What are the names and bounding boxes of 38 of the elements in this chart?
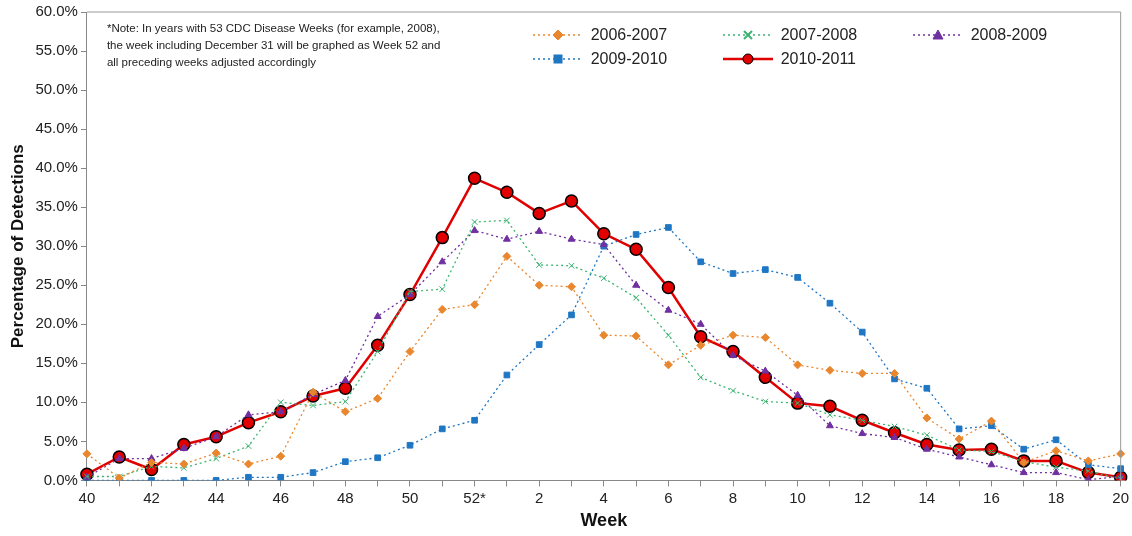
x-axis-title: Week xyxy=(580,510,629,531)
y-tick-label: 45.0% xyxy=(35,119,78,137)
x-tick-label: 4 xyxy=(599,488,608,506)
y-tick-label: 30.0% xyxy=(35,236,78,254)
x-tick-label: 44 xyxy=(207,488,225,506)
x-tick-label: 12 xyxy=(853,488,871,506)
y-tick-label: 50.0% xyxy=(35,80,78,98)
x-tick-label: 10 xyxy=(789,488,806,506)
x-tick-label: 48 xyxy=(337,488,354,506)
y-tick-label: 5.0% xyxy=(43,431,78,449)
x-tick-label: 16 xyxy=(983,488,1000,506)
y-tick-label: 55.0% xyxy=(35,41,78,59)
x-tick-label: 8 xyxy=(728,488,738,506)
x-tick-label: 42 xyxy=(143,488,160,506)
legend-label: 2010-2011 xyxy=(780,50,856,68)
x-tick-label: 14 xyxy=(918,488,936,506)
legend-label: 2006-2007 xyxy=(590,26,668,44)
y-tick-label: 60.0% xyxy=(35,2,78,20)
x-tick-label: 50 xyxy=(401,488,419,506)
x-tick-label: 46 xyxy=(272,488,290,506)
y-tick-label: 35.0% xyxy=(35,197,78,215)
x-tick-label: 40 xyxy=(78,488,96,506)
y-tick-label: 15.0% xyxy=(35,353,78,371)
x-tick-label: 6 xyxy=(664,488,673,506)
y-axis-title: Percentage of Detections xyxy=(7,144,27,349)
y-tick-label: 40.0% xyxy=(35,158,78,176)
legend-label: 2007-2008 xyxy=(780,26,858,44)
annotation: *Note: In years with 53 CDC Disease Weeks (for example, 2008), the week including December 31 will be graphed as Week 52 and all preceding weeks adjusted accordingly xyxy=(106,21,442,70)
x-tick-label: 52* xyxy=(463,488,486,506)
x-tick-label: 20 xyxy=(1112,488,1129,506)
x-tick-label: 2 xyxy=(535,488,544,506)
y-tick-label: 20.0% xyxy=(35,314,78,332)
legend-label: 2008-2009 xyxy=(970,26,1048,44)
x-tick-label: 18 xyxy=(1047,488,1065,506)
legend-label: 2009-2010 xyxy=(590,50,668,68)
y-tick-label: 10.0% xyxy=(35,392,78,410)
y-tick-label: 25.0% xyxy=(35,275,78,293)
y-tick-label: 0.0% xyxy=(43,470,78,488)
